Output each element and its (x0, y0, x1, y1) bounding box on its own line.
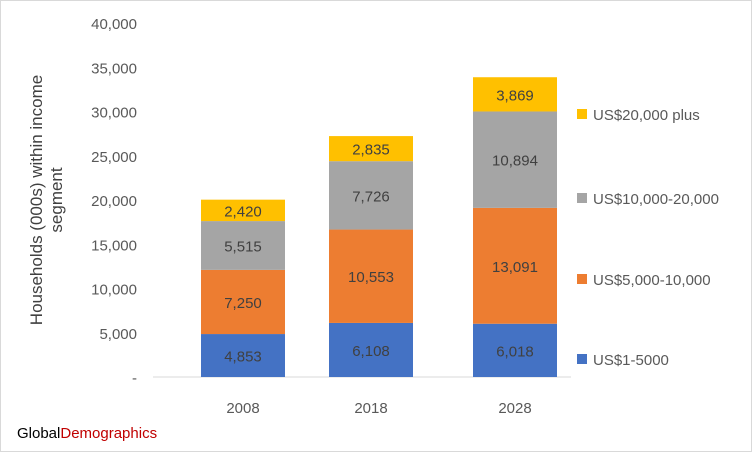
y-axis-title: Households (000s) within incomesegment (27, 75, 66, 325)
data-label-layer: 4,853 7,250 5,515 2,420 6,108 10,553 7,726 2,83… (224, 87, 538, 365)
bar-segment (201, 269, 285, 335)
data-label: 6,108 (352, 343, 390, 360)
brand-global: Global (17, 425, 61, 442)
y-tick-label: 40,000 (91, 16, 137, 33)
y-tick-label: 20,000 (91, 193, 137, 210)
bar-segment (473, 323, 557, 377)
y-tick-label: 10,000 (91, 282, 137, 299)
legend-label: US$5,000-10,000 (593, 272, 711, 289)
bar-segment (201, 334, 285, 377)
x-tick-label: 2008 (226, 400, 259, 417)
x-tick-label: 2028 (498, 400, 531, 417)
legend-swatch (577, 193, 587, 203)
data-label: 7,250 (224, 295, 262, 312)
bar-segment (473, 77, 557, 112)
data-label: 7,726 (352, 188, 390, 205)
bar-segment (329, 229, 413, 323)
data-label: 5,515 (224, 238, 262, 255)
y-tick-label: 35,000 (91, 60, 137, 77)
y-tick-label: 5,000 (99, 326, 137, 343)
y-tick-label: 25,000 (91, 149, 137, 166)
legend-label: US$10,000-20,000 (593, 191, 719, 208)
data-label: 6,018 (496, 343, 534, 360)
legend-swatch (577, 274, 587, 284)
legend-swatch (577, 109, 587, 119)
legend-label: US$1-5000 (593, 352, 669, 369)
bar-segment (473, 111, 557, 208)
legend: US$1-5000 US$5,000-10,000 US$10,000-20,000… (577, 107, 719, 369)
data-label: 2,835 (352, 142, 390, 159)
bar-segment (201, 199, 285, 222)
brand-demographics: Demographics (60, 425, 158, 442)
data-label: 4,853 (224, 349, 262, 366)
bar-layer (201, 77, 557, 377)
bar-segment (329, 322, 413, 377)
legend-swatch (577, 354, 587, 364)
bar-segment (473, 207, 557, 324)
x-tick-label: 2018 (354, 400, 387, 417)
y-tick-label: 30,000 (91, 105, 137, 122)
bar-segment (201, 221, 285, 270)
data-label: 13,091 (492, 259, 538, 276)
bar-segment (329, 136, 413, 162)
y-tick-label: 15,000 (91, 237, 137, 254)
brand-watermark: GlobalDemographics (17, 425, 157, 443)
data-label: 10,553 (348, 269, 394, 286)
legend-label: US$20,000 plus (593, 107, 700, 124)
bar-segment (329, 161, 413, 230)
y-tick-label: - (132, 370, 137, 387)
data-label: 3,869 (496, 87, 534, 104)
data-label: 2,420 (224, 203, 262, 220)
axis-layer: - 5,000 10,000 15,000 20,000 25,000 30,000 35,0… (91, 16, 571, 417)
data-label: 10,894 (492, 153, 538, 170)
